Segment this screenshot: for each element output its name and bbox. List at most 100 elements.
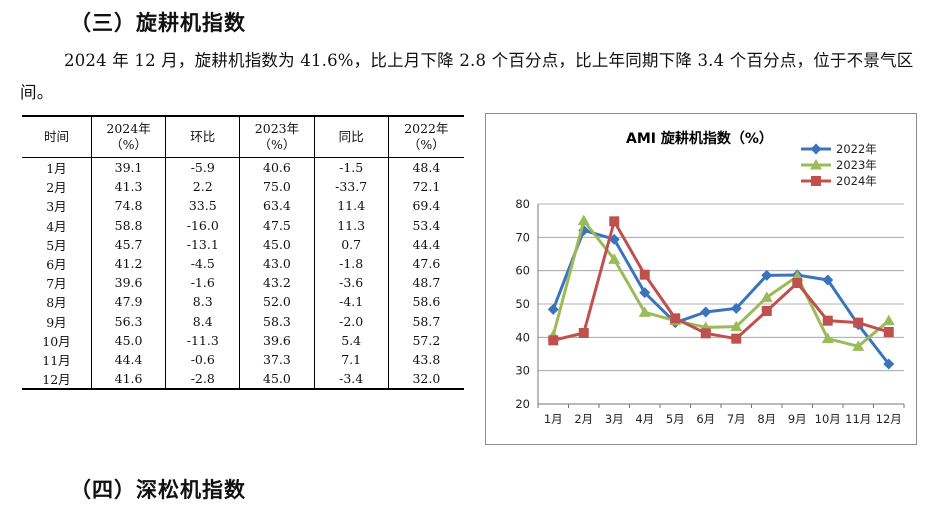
data-point <box>731 333 742 344</box>
table-cell: -1.6 <box>165 273 240 293</box>
data-point <box>700 328 711 339</box>
table-row: 12月 41.6 -2.8 45.0 -3.4 32.0 <box>22 369 464 391</box>
table-cell: 1月 <box>46 161 67 177</box>
table-cell: -16.0 <box>165 215 240 235</box>
y-tick-label: 20 <box>515 397 530 411</box>
series-line <box>551 228 890 365</box>
x-tick-label: 10月 <box>815 412 841 426</box>
data-point <box>670 313 681 324</box>
legend-label: 2023年 <box>836 158 877 172</box>
y-tick-label: 80 <box>515 197 530 211</box>
x-tick-label: 8月 <box>757 412 776 426</box>
section-heading-4: （四）深松机指数 <box>70 478 246 502</box>
data-point <box>548 335 559 346</box>
chart-title: AMI 旋耕机指数（%） <box>626 130 773 147</box>
table-row: 3月 74.8 33.5 63.4 11.4 69.4 <box>22 196 464 216</box>
table-cell: 47.6 <box>387 253 464 274</box>
legend-item: 2023年 <box>801 158 877 172</box>
table-cell: 69.4 <box>387 196 464 216</box>
col-header-2023: 2023年 （%） <box>239 116 315 158</box>
table-row: 6月 41.2 -4.5 43.0 -1.8 47.6 <box>22 253 464 274</box>
table-cell: -3.4 <box>313 369 389 391</box>
table-cell: 7.1 <box>313 349 389 370</box>
data-point <box>608 253 621 264</box>
table-cell: -4.5 <box>165 253 240 274</box>
col-header-time: 时间 <box>22 116 92 158</box>
table-cell: 41.3 <box>90 177 166 197</box>
series-line <box>552 219 890 342</box>
legend-marker <box>810 143 822 155</box>
col-header-2024: 2024年 （%） <box>90 116 166 158</box>
table-cell: 57.2 <box>387 330 464 350</box>
data-point <box>883 327 894 337</box>
legend-item: 2022年 <box>801 142 877 156</box>
data-point <box>822 315 833 326</box>
table-cell: 47.9 <box>90 292 166 312</box>
ami-line-chart: AMI 旋耕机指数（%） 20 30 40 50 60 70 80 1月 2月 3月 4月 5月 6月 7… <box>485 113 917 445</box>
table-cell: 58.6 <box>387 292 464 312</box>
table-cell: -5.9 <box>165 157 240 178</box>
col-header-2022: 2022年 （%） <box>387 116 464 158</box>
table-cell: -1.8 <box>313 253 389 274</box>
table-cell: 37.3 <box>239 349 315 370</box>
table-cell: 74.8 <box>90 196 166 216</box>
table-cell: 4月 <box>46 218 67 234</box>
data-point <box>730 320 743 332</box>
table-cell: 45.0 <box>239 234 315 254</box>
table-row: 9月 56.3 8.4 58.3 -2.0 58.7 <box>22 311 464 331</box>
table-cell: 6月 <box>46 257 67 273</box>
table-cell: 47.5 <box>239 215 315 235</box>
data-point <box>883 358 895 370</box>
series-2024年 <box>548 216 894 346</box>
table-cell: 5.4 <box>313 330 389 350</box>
data-point <box>700 306 712 318</box>
table-row: 2月 41.3 2.2 75.0 -33.7 72.1 <box>22 177 464 197</box>
table-cell: 72.1 <box>387 177 464 197</box>
chart-canvas: AMI 旋耕机指数（%） 20 30 40 50 60 70 80 1月 2月 3月 4月 5月 6月 7… <box>515 130 905 426</box>
table-cell: 43.8 <box>387 349 464 370</box>
table-cell: 44.4 <box>387 234 464 254</box>
table-cell: 32.0 <box>387 369 464 391</box>
table-cell: 45.0 <box>239 369 315 391</box>
x-tick-label: 9月 <box>788 412 807 426</box>
data-point <box>638 306 651 317</box>
table-cell: 2.2 <box>165 177 240 197</box>
data-point <box>639 287 651 299</box>
table-cell: 5月 <box>46 237 67 253</box>
data-point <box>547 303 559 315</box>
legend-marker <box>810 159 822 170</box>
table-cell: 58.8 <box>90 215 166 235</box>
data-point <box>821 332 834 344</box>
table-cell: 56.3 <box>90 311 166 331</box>
data-point <box>792 278 803 288</box>
table-cell: -13.1 <box>165 234 240 254</box>
legend-item: 2024年 <box>801 174 877 188</box>
table-cell: 11.4 <box>313 196 389 216</box>
x-tick-label: 4月 <box>635 412 654 426</box>
table-cell: 43.0 <box>239 253 315 274</box>
table-cell: -33.7 <box>313 177 389 197</box>
table-cell: 10月 <box>42 333 71 349</box>
table-cell: 58.7 <box>387 311 464 331</box>
table-cell: -2.8 <box>165 369 240 391</box>
table-row: 1月 39.1 -5.9 40.6 -1.5 48.4 <box>22 157 464 178</box>
x-tick-label: 7月 <box>727 412 746 426</box>
legend-label: 2022年 <box>836 142 877 156</box>
data-point <box>852 340 865 351</box>
table-cell: -3.6 <box>313 273 389 293</box>
table-cell: -0.6 <box>165 349 240 370</box>
table-row: 10月 45.0 -11.3 39.6 5.4 57.2 <box>22 330 464 350</box>
data-point <box>822 274 834 286</box>
x-tick-label: 3月 <box>605 412 624 426</box>
table-row: 11月 44.4 -0.6 37.3 7.1 43.8 <box>22 349 464 370</box>
table-header-row: 时间 2024年 （%） 环比 2023年 （%） 同比 2022年 （%） <box>22 116 464 158</box>
table-cell: 58.3 <box>239 311 315 331</box>
data-point <box>578 328 589 338</box>
y-tick-label: 70 <box>515 230 530 244</box>
table-cell: 63.4 <box>239 196 315 216</box>
table-cell: 45.7 <box>90 234 166 254</box>
legend-marker <box>811 176 821 186</box>
table-cell: 2月 <box>46 180 67 196</box>
data-point <box>760 291 773 302</box>
table-cell: 75.0 <box>239 177 315 197</box>
